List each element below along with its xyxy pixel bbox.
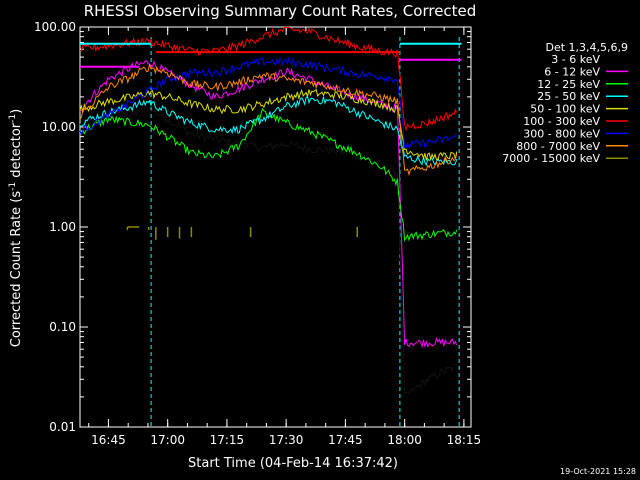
series-line-300-800kev: [79, 56, 458, 149]
y-tick-label: 1.00: [49, 220, 76, 234]
legend-entry-label: 12 - 25 keV: [537, 78, 600, 91]
axis-ticks: [80, 26, 471, 428]
attenuator-lines: [150, 37, 460, 427]
y-axis-label-sup1: -1: [8, 182, 18, 191]
y-tick-label: 100.00: [34, 20, 76, 34]
legend-entry-label: 25 - 50 keV: [537, 90, 600, 103]
series-lines: [79, 26, 462, 396]
legend-title: Det 1,3,4,5,6,9: [545, 41, 628, 54]
y-axis-label-end: ): [9, 109, 24, 114]
series-line-25-50kev: [79, 95, 458, 167]
series-line-100-300kev: [79, 26, 458, 132]
x-tick-label: 17:15: [210, 433, 245, 447]
x-tick-labels: 16:45 17:00 17:15 17:30 17:45 18:00 18:15: [91, 433, 481, 447]
legend-entry-label: 3 - 6 keV: [551, 53, 600, 66]
y-axis-label-mid: detector: [9, 122, 24, 182]
y-tick-label: 0.01: [49, 420, 76, 434]
x-tick-label: 17:45: [328, 433, 363, 447]
y-axis-label: Corrected Count Rate (s-1 detector-1): [8, 109, 24, 347]
y-axis-label-sup2: -1: [8, 114, 18, 123]
timestamp: 19-Oct-2021 15:28: [560, 467, 636, 476]
legend-entry-label: 300 - 800 keV: [523, 127, 600, 140]
legend-entry-label: 50 - 100 keV: [530, 103, 600, 116]
x-tick-label: 16:45: [91, 433, 126, 447]
x-axis-label: Start Time (04-Feb-14 16:37:42): [188, 456, 398, 471]
chart-title: RHESSI Observing Summary Count Rates, Co…: [84, 2, 477, 20]
series-line-3-6kev: [79, 106, 457, 396]
y-tick-label: 0.10: [49, 320, 76, 334]
x-tick-label: 17:00: [150, 433, 185, 447]
series-line-6-12kev: [79, 59, 458, 349]
x-tick-label: 18:00: [387, 433, 422, 447]
x-tick-label: 17:30: [269, 433, 304, 447]
legend-entry-label: 100 - 300 keV: [523, 115, 600, 128]
x-tick-label: 18:15: [447, 433, 482, 447]
series-line-800-7000kev: [79, 63, 458, 177]
y-tick-labels: 100.00 10.00 1.00 0.10 0.01: [34, 20, 76, 434]
legend-entry-label: 6 - 12 keV: [544, 65, 600, 78]
y-tick-label: 10.00: [42, 120, 76, 134]
y-axis-label-main: Corrected Count Rate (s: [9, 191, 24, 348]
legend-entry-label: 7000 - 15000 keV: [502, 152, 600, 165]
series-line-50-100kev: [79, 88, 458, 162]
legend-entry-label: 800 - 7000 keV: [516, 140, 600, 153]
